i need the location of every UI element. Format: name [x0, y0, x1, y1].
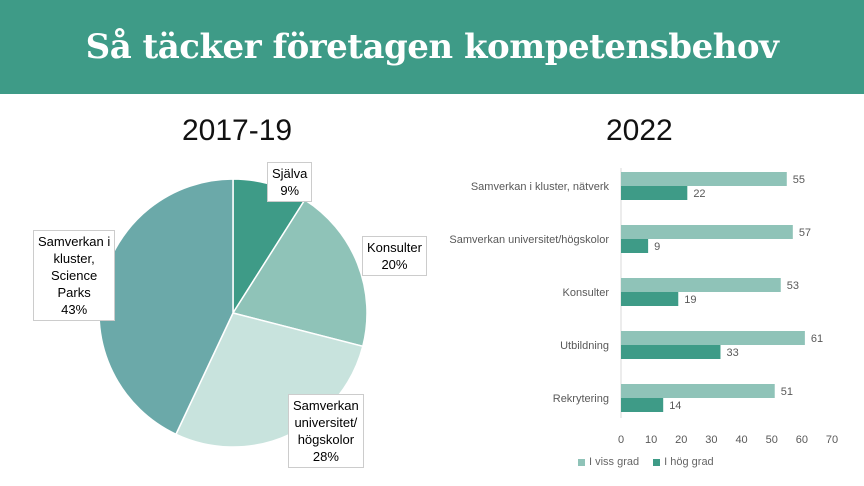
bar-x-tick-0: 0	[618, 434, 624, 446]
bar-value-label-0-1: 22	[693, 188, 705, 200]
bar-3-0	[621, 331, 805, 345]
bar-x-tick-6: 60	[796, 434, 808, 446]
bar-4-0	[621, 384, 775, 398]
legend-item-hog-grad: I hög grad	[653, 456, 714, 468]
header-banner: Så täcker företagen kompetensbehov	[0, 0, 864, 94]
pie-label-3: Samverkan i kluster, Science Parks 43%	[33, 230, 116, 321]
bar-x-tick-4: 40	[735, 434, 747, 446]
bar-x-tick-1: 10	[645, 434, 657, 446]
bar-chart-title: 2022	[606, 114, 673, 147]
bar-x-tick-7: 70	[826, 434, 838, 446]
pie-label-2: Samverkan universitet/ högskolor 28%	[288, 394, 364, 468]
bar-x-tick-3: 30	[705, 434, 717, 446]
bar-3-1	[621, 345, 721, 359]
page-title: Så täcker företagen kompetensbehov	[85, 27, 779, 67]
bar-4-1	[621, 398, 664, 412]
bar-value-label-4-0: 51	[781, 386, 793, 398]
bar-legend: I viss grad I hög grad	[578, 456, 714, 468]
bar-value-label-4-1: 14	[669, 400, 681, 412]
legend-swatch-hog-grad	[653, 458, 661, 466]
bar-2-0	[621, 278, 781, 292]
bar-value-label-1-1: 9	[654, 241, 660, 253]
bar-category-label-1: Samverkan universitet/högskolor	[449, 234, 609, 246]
pie-label-0: Själva 9%	[267, 162, 313, 202]
bar-2-1	[621, 292, 679, 306]
bar-category-label-2: Konsulter	[563, 287, 610, 299]
bar-category-label-4: Rekrytering	[553, 393, 609, 405]
bar-x-tick-2: 20	[675, 434, 687, 446]
bar-value-label-0-0: 55	[793, 174, 805, 186]
bar-1-0	[621, 225, 793, 239]
legend-label-viss-grad: I viss grad	[589, 456, 640, 468]
pie-chart-title: 2017-19	[182, 114, 293, 147]
legend-item-viss-grad: I viss grad	[578, 456, 639, 468]
bar-x-tick-5: 50	[766, 434, 778, 446]
pie-slice-1	[231, 198, 368, 348]
bar-0-0	[621, 172, 787, 186]
bar-value-label-3-0: 61	[811, 333, 823, 345]
bar-value-label-2-1: 19	[684, 294, 696, 306]
bar-1-1	[621, 239, 649, 253]
bar-value-label-2-0: 53	[787, 280, 799, 292]
pie-label-1: Konsulter 20%	[362, 236, 427, 276]
bar-value-label-3-1: 33	[726, 347, 738, 359]
bar-value-label-1-0: 57	[799, 227, 811, 239]
bar-0-1	[621, 186, 688, 200]
legend-swatch-viss-grad	[578, 458, 585, 466]
bar-category-label-3: Utbildning	[560, 340, 609, 352]
legend-label-hog-grad: I hög grad	[664, 456, 714, 468]
bar-category-label-0: Samverkan i kluster, nätverk	[471, 181, 610, 193]
